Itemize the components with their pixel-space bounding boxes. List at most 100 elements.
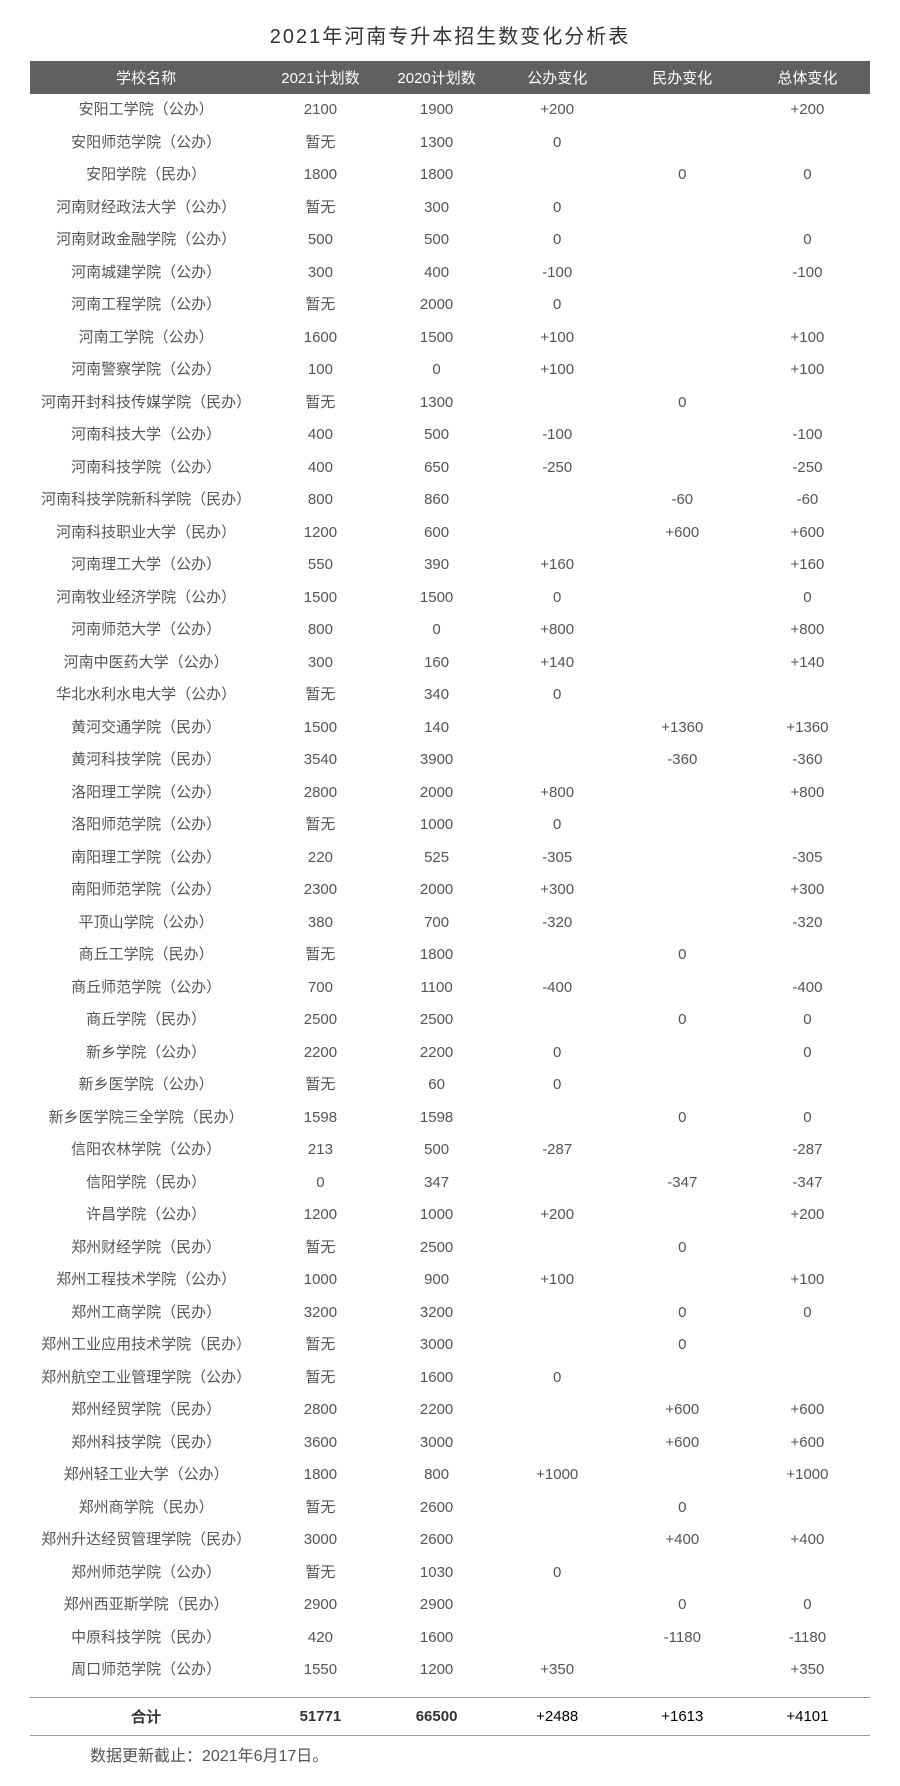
cell-value xyxy=(620,777,745,810)
cell-value: -1180 xyxy=(620,1622,745,1655)
cell-school: 黄河交通学院（民办） xyxy=(30,712,262,745)
cell-value: +100 xyxy=(745,1264,870,1297)
cell-school: 河南牧业经济学院（公办） xyxy=(30,582,262,615)
cell-value xyxy=(495,1102,620,1135)
table-row: 平顶山学院（公办）380700-320-320 xyxy=(30,907,870,940)
cell-school: 郑州工业应用技术学院（民办） xyxy=(30,1329,262,1362)
cell-value: -305 xyxy=(745,842,870,875)
cell-value: +800 xyxy=(495,777,620,810)
cell-value xyxy=(745,1362,870,1395)
total-row: 合计 51771 66500 +2488 +1613 +4101 xyxy=(30,1697,870,1735)
cell-value: +200 xyxy=(745,1199,870,1232)
table-row: 郑州工业应用技术学院（民办）暂无30000 xyxy=(30,1329,870,1362)
table-row: 洛阳师范学院（公办）暂无10000 xyxy=(30,809,870,842)
cell-value: 3600 xyxy=(262,1427,378,1460)
cell-value: +160 xyxy=(495,549,620,582)
cell-value xyxy=(495,939,620,972)
cell-value: +140 xyxy=(495,647,620,680)
cell-school: 商丘工学院（民办） xyxy=(30,939,262,972)
cell-value: +600 xyxy=(620,1427,745,1460)
col-school: 学校名称 xyxy=(30,61,262,94)
cell-value xyxy=(620,419,745,452)
cell-school: 河南开封科技传媒学院（民办） xyxy=(30,387,262,420)
cell-value: 1598 xyxy=(379,1102,495,1135)
cell-value xyxy=(745,127,870,160)
cell-value: 500 xyxy=(379,224,495,257)
cell-value: +200 xyxy=(745,94,870,127)
cell-value: 1500 xyxy=(262,712,378,745)
cell-value: 3200 xyxy=(262,1297,378,1330)
cell-value: 300 xyxy=(262,257,378,290)
cell-value: 0 xyxy=(495,582,620,615)
cell-value: 0 xyxy=(379,354,495,387)
cell-value: +1000 xyxy=(495,1459,620,1492)
cell-value: 340 xyxy=(379,679,495,712)
cell-value: 暂无 xyxy=(262,679,378,712)
cell-value: -320 xyxy=(745,907,870,940)
cell-value xyxy=(495,1297,620,1330)
table-row: 南阳理工学院（公办）220525-305-305 xyxy=(30,842,870,875)
cell-value xyxy=(495,484,620,517)
cell-value: 0 xyxy=(620,1232,745,1265)
table-row: 信阳农林学院（公办）213500-287-287 xyxy=(30,1134,870,1167)
cell-value: 3000 xyxy=(262,1524,378,1557)
table-row: 河南工学院（公办）16001500+100+100 xyxy=(30,322,870,355)
cell-value: +800 xyxy=(745,614,870,647)
cell-value: 100 xyxy=(262,354,378,387)
cell-value: 1300 xyxy=(379,387,495,420)
cell-value: 1600 xyxy=(379,1622,495,1655)
table-row: 郑州科技学院（民办）36003000+600+600 xyxy=(30,1427,870,1460)
table-row: 商丘学院（民办）2500250000 xyxy=(30,1004,870,1037)
cell-school: 郑州西亚斯学院（民办） xyxy=(30,1589,262,1622)
cell-value: +800 xyxy=(745,777,870,810)
cell-value: 0 xyxy=(745,1004,870,1037)
cell-value: 1800 xyxy=(379,159,495,192)
cell-school: 洛阳理工学院（公办） xyxy=(30,777,262,810)
cell-value xyxy=(745,1492,870,1525)
cell-value: 1550 xyxy=(262,1654,378,1687)
cell-value: 0 xyxy=(620,939,745,972)
cell-value xyxy=(620,1654,745,1687)
cell-value: 3000 xyxy=(379,1329,495,1362)
cell-value xyxy=(495,387,620,420)
cell-value: 0 xyxy=(620,1004,745,1037)
cell-school: 周口师范学院（公办） xyxy=(30,1654,262,1687)
cell-value xyxy=(495,744,620,777)
cell-school: 郑州师范学院（公办） xyxy=(30,1557,262,1590)
cell-value xyxy=(495,1492,620,1525)
cell-value: 0 xyxy=(620,1329,745,1362)
cell-value: +1000 xyxy=(745,1459,870,1492)
table-row: 郑州经贸学院（民办）28002200+600+600 xyxy=(30,1394,870,1427)
cell-value: +600 xyxy=(620,517,745,550)
cell-value: 暂无 xyxy=(262,1557,378,1590)
cell-value xyxy=(745,387,870,420)
cell-value: 1600 xyxy=(379,1362,495,1395)
cell-value: 550 xyxy=(262,549,378,582)
cell-value xyxy=(620,94,745,127)
cell-value: 1200 xyxy=(262,1199,378,1232)
cell-value: 1500 xyxy=(379,322,495,355)
table-row: 周口师范学院（公办）15501200+350+350 xyxy=(30,1654,870,1687)
cell-value: 0 xyxy=(495,1557,620,1590)
cell-value: 0 xyxy=(495,127,620,160)
col-public-change: 公办变化 xyxy=(495,61,620,94)
table-row: 郑州升达经贸管理学院（民办）30002600+400+400 xyxy=(30,1524,870,1557)
cell-value: -250 xyxy=(495,452,620,485)
cell-value: 2900 xyxy=(379,1589,495,1622)
table-row: 河南财经政法大学（公办）暂无3000 xyxy=(30,192,870,225)
table-row: 河南科技职业大学（民办）1200600+600+600 xyxy=(30,517,870,550)
table-row: 黄河科技学院（民办）35403900-360-360 xyxy=(30,744,870,777)
cell-value xyxy=(620,289,745,322)
cell-school: 河南工程学院（公办） xyxy=(30,289,262,322)
cell-value: 暂无 xyxy=(262,1232,378,1265)
cell-value xyxy=(745,1557,870,1590)
table-row: 安阳学院（民办）1800180000 xyxy=(30,159,870,192)
table-row: 安阳师范学院（公办）暂无13000 xyxy=(30,127,870,160)
cell-value: -320 xyxy=(495,907,620,940)
cell-value: +600 xyxy=(745,1394,870,1427)
cell-value: 3540 xyxy=(262,744,378,777)
cell-school: 信阳学院（民办） xyxy=(30,1167,262,1200)
cell-school: 河南工学院（公办） xyxy=(30,322,262,355)
cell-value: 暂无 xyxy=(262,939,378,972)
cell-value: 800 xyxy=(379,1459,495,1492)
